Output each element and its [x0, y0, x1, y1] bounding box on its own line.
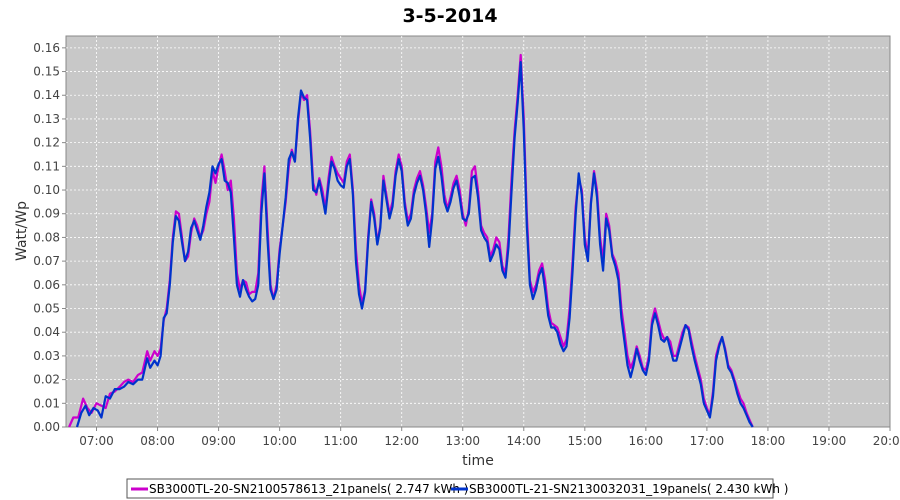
legend-label-series-1: SB3000TL-20-SN2100578613_21panels( 2.747… — [149, 482, 468, 496]
y-tick-label: 0.15 — [33, 65, 60, 79]
legend-label-series-2: SB3000TL-21-SN2130032031_19panels( 2.430… — [469, 482, 788, 496]
grid — [66, 36, 890, 427]
y-tick-label: 0.10 — [33, 183, 60, 197]
y-tick-label: 0.09 — [33, 207, 60, 221]
x-tick-label: 10:00 — [262, 434, 297, 448]
y-tick-label: 0.13 — [33, 112, 60, 126]
x-tick-label: 18:00 — [751, 434, 786, 448]
y-tick-label: 0.12 — [33, 136, 60, 150]
y-tick-label: 0.06 — [33, 278, 60, 292]
x-axis: 07:00 08:00 09:00 10:00 11:00 12:00 13:00 14:00… — [79, 427, 900, 448]
y-tick-label: 0.14 — [33, 88, 60, 102]
x-tick-label: 16:00 — [629, 434, 664, 448]
y-tick-label: 0.03 — [33, 349, 60, 363]
y-tick-label: 0.05 — [33, 302, 60, 316]
chart-title: 3-5-2014 — [402, 5, 497, 27]
y-axis: 0.00 0.01 0.02 0.03 0.04 0.05 0.06 0.07 0.08 0.09… — [33, 41, 66, 434]
x-axis-title: time — [462, 453, 494, 469]
y-tick-label: 0.00 — [33, 420, 60, 434]
x-tick-label: 08:00 — [140, 434, 175, 448]
x-tick-label: 19:00 — [812, 434, 847, 448]
x-tick-label: 07:00 — [79, 434, 114, 448]
x-tick-label: 13:00 — [445, 434, 480, 448]
y-tick-label: 0.07 — [33, 254, 60, 268]
legend-box — [126, 478, 774, 499]
y-tick-label: 0.16 — [33, 41, 60, 55]
x-tick-label: 09:00 — [201, 434, 236, 448]
y-axis-title: Watt/Wp — [14, 201, 30, 261]
y-tick-label: 0.04 — [33, 325, 60, 339]
legend: SB3000TL-20-SN2100578613_21panels( 2.747… — [126, 478, 788, 499]
y-tick-label: 0.08 — [33, 230, 60, 244]
x-tick-label: 11:00 — [323, 434, 358, 448]
series-line-2 — [75, 61, 754, 428]
series-lines — [68, 53, 754, 428]
x-tick-label: 12:00 — [384, 434, 419, 448]
y-tick-label: 0.11 — [33, 159, 60, 173]
y-tick-label: 0.01 — [33, 396, 60, 410]
x-tick-label: 20:00 — [873, 434, 900, 448]
y-tick-label: 0.02 — [33, 373, 60, 387]
x-tick-label: 15:00 — [568, 434, 603, 448]
x-tick-label: 14:00 — [506, 434, 541, 448]
x-tick-label: 17:00 — [690, 434, 725, 448]
